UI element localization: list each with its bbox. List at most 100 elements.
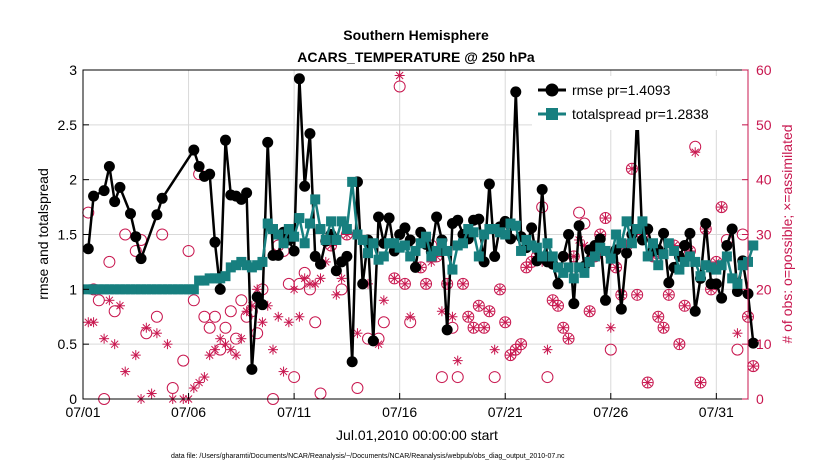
totalspread-point — [405, 251, 416, 262]
totalspread-point — [510, 220, 521, 231]
rmse-point — [710, 278, 722, 290]
totalspread-point — [273, 229, 284, 240]
rmse-point — [357, 278, 369, 290]
assimilated-obs-marker — [516, 339, 527, 350]
possible-obs-marker — [478, 321, 491, 334]
rmse-point — [135, 253, 147, 265]
possible-obs-marker — [673, 338, 686, 351]
totalspread-point — [341, 224, 352, 235]
rmse-point — [568, 298, 580, 310]
rmse-point — [98, 185, 110, 197]
totalspread-point — [473, 251, 484, 262]
possible-obs-marker — [129, 244, 142, 257]
assimilated-obs-marker — [642, 377, 653, 388]
rmse-point — [156, 192, 168, 204]
totalspread-point — [605, 253, 616, 264]
assimilated-obs-marker — [484, 306, 495, 317]
totalspread-point — [431, 245, 442, 256]
assimilated-obs-marker — [468, 322, 479, 333]
assimilated-obs-marker — [690, 147, 701, 158]
totalspread-point — [558, 267, 569, 278]
assimilated-obs-marker — [289, 284, 300, 295]
rmse-point — [552, 278, 564, 290]
totalspread-point — [141, 284, 152, 295]
totalspread-point — [215, 273, 226, 284]
rmse-point — [251, 291, 263, 303]
totalspread-point — [378, 251, 389, 262]
rmse-point — [536, 184, 548, 196]
y-tick-label: 1.5 — [58, 227, 78, 243]
assimilated-obs-marker — [447, 311, 458, 322]
assimilated-obs-marker — [632, 289, 643, 300]
totalspread-point — [373, 254, 384, 265]
totalspread-point — [500, 229, 511, 240]
possible-obs-marker — [641, 376, 654, 389]
rmse-point — [114, 181, 126, 193]
rmse-point — [684, 227, 696, 239]
rmse-point — [304, 128, 316, 140]
possible-obs-marker — [156, 228, 169, 241]
y-axis-label: rmse and totalspread — [35, 168, 51, 300]
rmse-point — [721, 239, 733, 251]
totalspread-point — [626, 238, 637, 249]
rmse-point — [526, 222, 538, 234]
totalspread-point — [125, 284, 136, 295]
assimilated-obs-marker — [553, 300, 563, 311]
totalspread-point — [326, 216, 337, 227]
totalspread-point — [136, 284, 147, 295]
totalspread-point — [621, 216, 632, 227]
y-tick-label: 0 — [69, 391, 77, 407]
totalspread-point — [199, 275, 210, 286]
totalspread-point — [648, 238, 658, 249]
possible-obs-marker — [657, 321, 670, 334]
assimilated-obs-marker — [104, 295, 115, 306]
y2-tick-label: 10 — [756, 336, 772, 352]
possible-obs-marker — [562, 332, 575, 345]
assimilated-obs-marker — [542, 344, 553, 355]
rmse-point — [246, 363, 258, 375]
totalspread-point — [579, 267, 590, 278]
totalspread-point — [183, 284, 194, 295]
rmse-point — [288, 245, 300, 257]
totalspread-point — [447, 264, 458, 275]
possible-obs-marker — [219, 321, 232, 334]
assimilated-obs-marker — [268, 344, 278, 355]
assimilated-obs-marker — [88, 317, 99, 328]
possible-obs-marker — [715, 201, 728, 214]
assimilated-obs-marker — [209, 344, 220, 355]
rmse-point — [125, 208, 136, 220]
totalspread-point — [204, 273, 215, 284]
totalspread-point — [642, 251, 653, 262]
totalspread-point — [442, 245, 453, 256]
rmse-point — [204, 168, 216, 180]
totalspread-point — [415, 238, 426, 249]
totalspread-point — [600, 245, 611, 256]
rmse-point — [151, 209, 163, 221]
rmse-point — [130, 231, 142, 243]
totalspread-point — [553, 262, 563, 273]
totalspread-point — [93, 284, 104, 295]
possible-obs-marker — [552, 299, 564, 312]
totalspread-point — [410, 245, 421, 256]
assimilated-obs-marker — [278, 366, 289, 377]
totalspread-point — [426, 251, 437, 262]
assimilated-obs-marker — [399, 278, 410, 289]
totalspread-point — [162, 284, 173, 295]
assimilated-obs-marker — [748, 361, 759, 372]
possible-obs-marker — [208, 310, 221, 323]
rmse-point — [88, 190, 100, 202]
totalspread-point — [748, 240, 759, 251]
rmse-point — [214, 283, 226, 295]
assimilated-obs-marker — [489, 344, 500, 355]
totalspread-point — [479, 229, 490, 240]
assimilated-obs-marker — [146, 388, 157, 399]
possible-obs-marker — [488, 371, 501, 384]
totalspread-point — [252, 260, 263, 271]
assimilated-obs-marker — [315, 273, 326, 284]
y2-tick-label: 0 — [756, 391, 764, 407]
possible-obs-marker — [472, 299, 485, 312]
assimilated-obs-marker — [584, 306, 595, 317]
totalspread-point — [262, 218, 273, 229]
series-layer — [82, 73, 759, 375]
assimilated-obs-marker — [389, 273, 400, 284]
